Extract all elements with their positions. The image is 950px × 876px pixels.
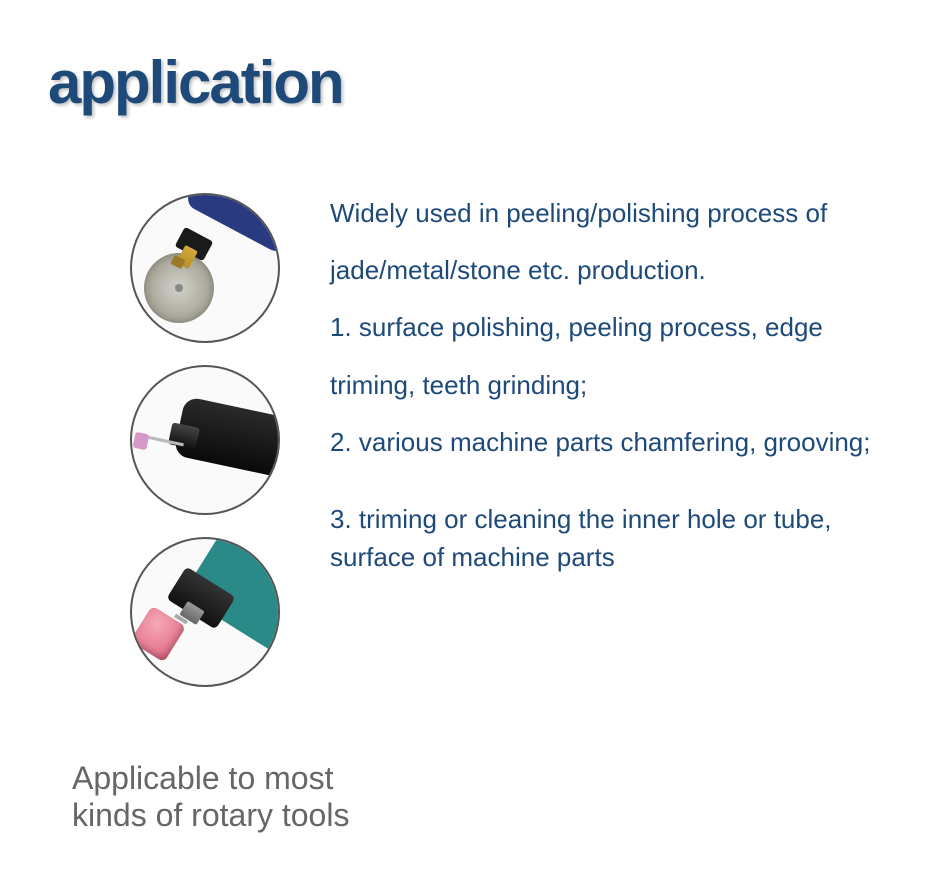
footer-line-1: Applicable to most [72,760,333,796]
footer-text: Applicable to most kinds of rotary tools [72,760,349,834]
intro-text: Widely used in peeling/polishing process… [330,185,910,299]
point-1: 1. surface polishing, peeling process, e… [330,299,910,413]
point-3: 3. triming or cleaning the inner hole or… [330,501,910,576]
circles-column [130,185,280,687]
circle-cutting-disc [130,193,280,343]
content-row: Widely used in peeling/polishing process… [130,185,910,687]
description-column: Widely used in peeling/polishing process… [330,185,910,687]
point-2: 2. various machine parts chamfering, gro… [330,414,910,471]
grinding-bit-icon [132,432,149,451]
circle-grinding-bit [130,365,280,515]
footer-line-2: kinds of rotary tools [72,797,349,833]
tool-chuck-icon [168,422,200,449]
circle-sanding-drum [130,537,280,687]
page-title: application [48,48,343,117]
